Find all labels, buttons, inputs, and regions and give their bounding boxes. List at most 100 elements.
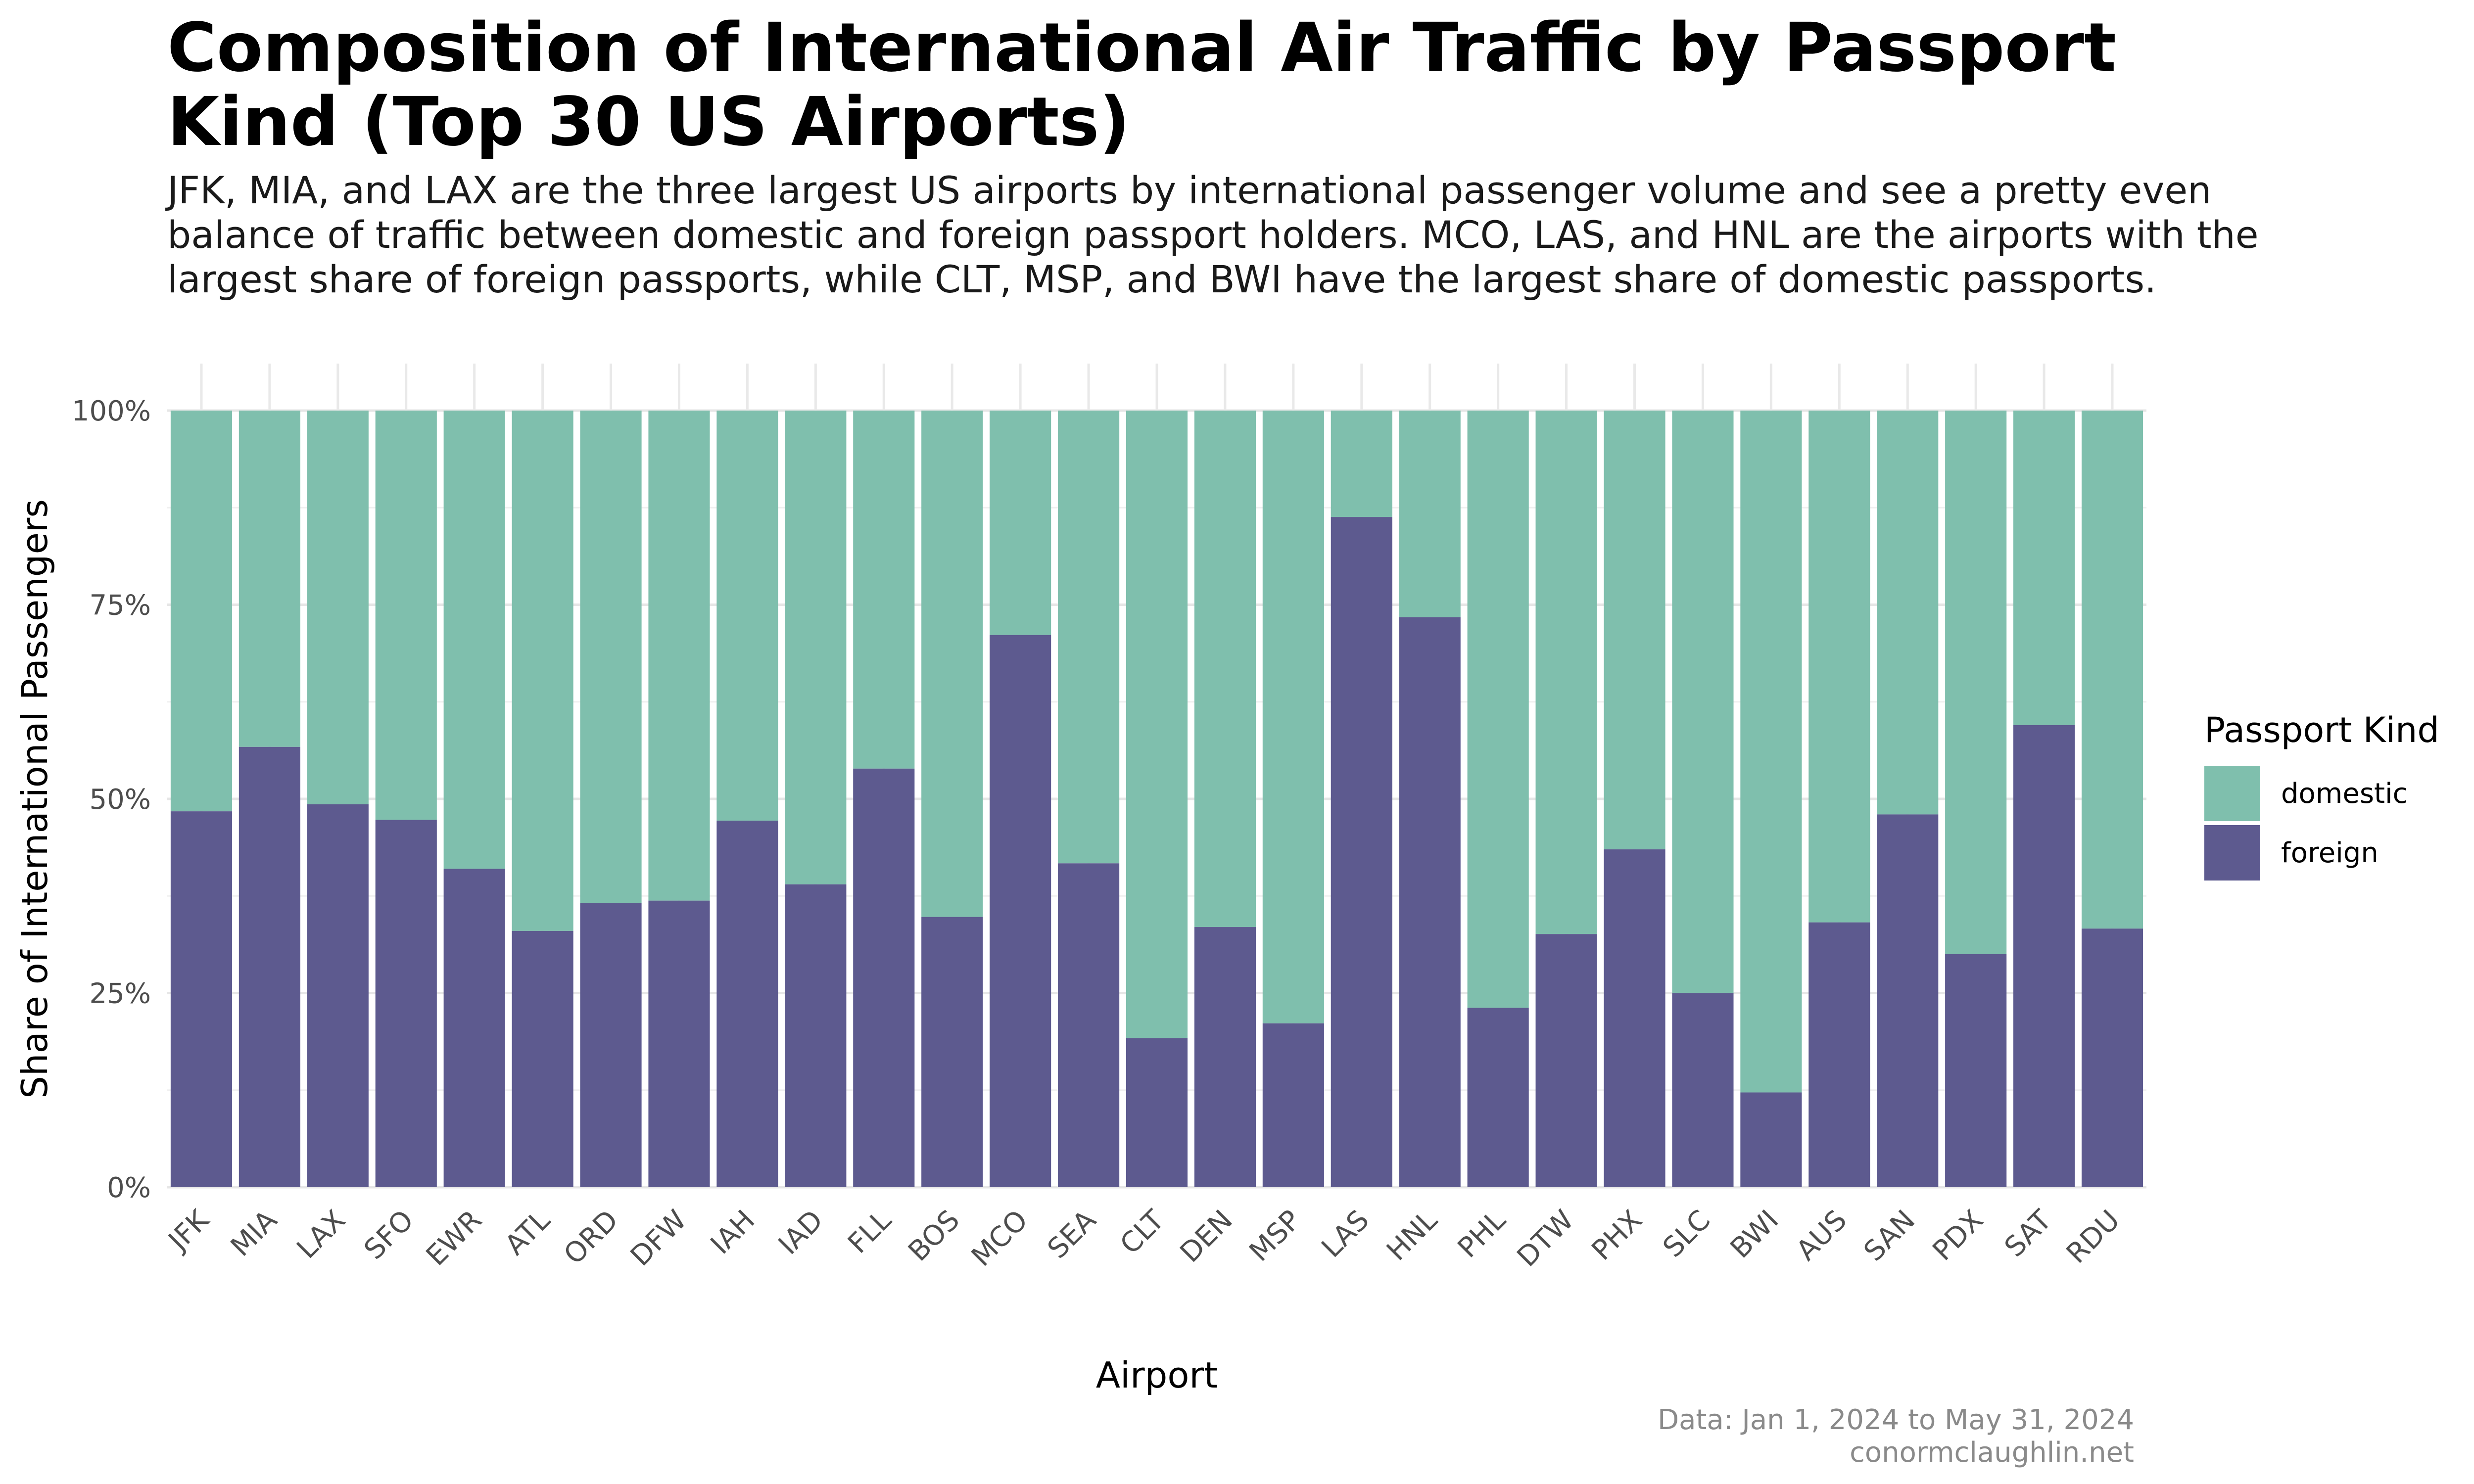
- bar-foreign-rdu: [2081, 928, 2143, 1187]
- bar-domestic-dfw: [648, 411, 710, 901]
- bar-foreign-pdx: [1945, 954, 2007, 1187]
- bar-domestic-pdx: [1945, 411, 2007, 954]
- x-tick-label: AUS: [1790, 1204, 1853, 1267]
- x-tick-label: MCO: [965, 1204, 1034, 1273]
- x-tick-label: SAT: [1998, 1204, 2058, 1263]
- bar-foreign-clt: [1126, 1038, 1188, 1187]
- caption-site: conormclaughlin.net: [1850, 1437, 2134, 1469]
- x-axis-title: Airport: [1096, 1354, 1218, 1396]
- bar-domestic-sfo: [375, 411, 437, 820]
- x-tick-label: ORD: [558, 1204, 624, 1271]
- legend-swatch-domestic: [2204, 766, 2260, 821]
- bar-domestic-mia: [238, 411, 300, 747]
- bar-domestic-phl: [1467, 411, 1529, 1008]
- x-tick-label: DTW: [1511, 1204, 1580, 1273]
- chart-caption: Data: Jan 1, 2024 to May 31, 2024 conorm…: [1658, 1404, 2134, 1469]
- bar-foreign-las: [1331, 517, 1392, 1187]
- bar-foreign-aus: [1808, 922, 1870, 1187]
- x-tick-label: LAS: [1316, 1204, 1376, 1264]
- y-tick-label: 75%: [90, 590, 151, 622]
- bar-foreign-bwi: [1740, 1092, 1802, 1187]
- x-tick-label: EWR: [420, 1204, 488, 1272]
- x-tick-label: ATL: [499, 1204, 556, 1261]
- x-tick-label: SEA: [1042, 1204, 1102, 1265]
- bar-domestic-iah: [716, 411, 778, 821]
- bar-domestic-bwi: [1740, 411, 1802, 1093]
- bar-domestic-den: [1194, 411, 1256, 928]
- bar-foreign-bos: [921, 917, 983, 1187]
- x-tick-label: LAX: [291, 1204, 352, 1265]
- bar-domestic-sat: [2013, 411, 2075, 725]
- bar-domestic-san: [1877, 411, 1939, 815]
- bar-domestic-hnl: [1399, 411, 1461, 617]
- x-tick-label: BOS: [902, 1204, 966, 1268]
- bar-domestic-jfk: [170, 411, 233, 812]
- x-tick-label: DFW: [624, 1204, 693, 1272]
- bar-foreign-dfw: [648, 900, 710, 1187]
- x-tick-label: SFO: [358, 1204, 420, 1266]
- caption-source: Data: Jan 1, 2024 to May 31, 2024: [1657, 1404, 2134, 1436]
- bar-domestic-ord: [580, 411, 642, 903]
- bar-domestic-fll: [853, 411, 915, 769]
- bar-domestic-rdu: [2081, 411, 2143, 929]
- bar-domestic-msp: [1262, 411, 1324, 1023]
- x-tick-label: MIA: [225, 1204, 284, 1263]
- x-tick-label: FLL: [842, 1204, 898, 1260]
- bar-domestic-clt: [1126, 411, 1188, 1038]
- y-axis-title: Share of International Passengers: [14, 499, 55, 1099]
- legend-title: Passport Kind: [2204, 710, 2439, 750]
- x-tick-label: PHL: [1452, 1204, 1512, 1264]
- x-tick-label: PDX: [1927, 1204, 1990, 1267]
- bar-foreign-ewr: [443, 869, 505, 1187]
- bar-domestic-ewr: [443, 411, 505, 869]
- x-tick-label: RDU: [2060, 1204, 2126, 1270]
- bar-foreign-jfk: [170, 811, 233, 1187]
- bar-foreign-slc: [1672, 993, 1734, 1187]
- legend-swatch-foreign: [2204, 825, 2260, 881]
- bar-foreign-iad: [785, 884, 847, 1187]
- y-tick-label: 100%: [72, 395, 151, 427]
- chart-subtitle: JFK, MIA, and LAX are the three largest …: [167, 168, 2259, 301]
- bar-foreign-phx: [1604, 849, 1665, 1187]
- legend-label-foreign: foreign: [2281, 837, 2379, 869]
- bar-foreign-mia: [238, 746, 300, 1187]
- bar-foreign-sea: [1058, 863, 1120, 1187]
- x-tick-label: HNL: [1380, 1204, 1443, 1267]
- x-tick-label: IAD: [772, 1204, 829, 1261]
- bar-domestic-atl: [512, 411, 573, 931]
- bar-domestic-iad: [785, 411, 847, 884]
- bar-domestic-aus: [1808, 411, 1870, 923]
- bar-foreign-fll: [853, 768, 915, 1187]
- bar-foreign-san: [1877, 814, 1939, 1187]
- x-tick-label: PHX: [1586, 1204, 1649, 1267]
- bar-foreign-ord: [580, 903, 642, 1187]
- bar-domestic-slc: [1672, 411, 1734, 993]
- y-tick-label: 50%: [90, 784, 151, 816]
- bar-foreign-dtw: [1535, 934, 1597, 1187]
- x-tick-label: JFK: [161, 1204, 215, 1257]
- y-tick-label: 25%: [90, 978, 151, 1010]
- x-tick-label: MSP: [1243, 1204, 1307, 1268]
- bar-domestic-phx: [1604, 411, 1665, 850]
- bar-foreign-sfo: [375, 820, 437, 1187]
- legend-label-domestic: domestic: [2281, 778, 2408, 810]
- y-tick-label: 0%: [107, 1172, 151, 1204]
- bar-foreign-lax: [307, 804, 369, 1187]
- bar-domestic-dtw: [1535, 411, 1597, 934]
- bar-foreign-mco: [990, 635, 1051, 1187]
- bar-foreign-hnl: [1399, 617, 1461, 1187]
- bar-foreign-msp: [1262, 1023, 1324, 1187]
- x-tick-label: BWI: [1724, 1204, 1785, 1265]
- bar-foreign-iah: [716, 820, 778, 1187]
- bar-domestic-bos: [921, 411, 983, 917]
- bar-domestic-mco: [990, 411, 1051, 635]
- bar-foreign-sat: [2013, 725, 2075, 1187]
- x-tick-label: CLT: [1114, 1204, 1171, 1260]
- x-tick-label: SLC: [1657, 1204, 1717, 1264]
- bar-domestic-sea: [1058, 411, 1120, 864]
- x-tick-label: IAH: [705, 1204, 761, 1261]
- bar-foreign-phl: [1467, 1008, 1529, 1187]
- bar-foreign-atl: [512, 930, 573, 1187]
